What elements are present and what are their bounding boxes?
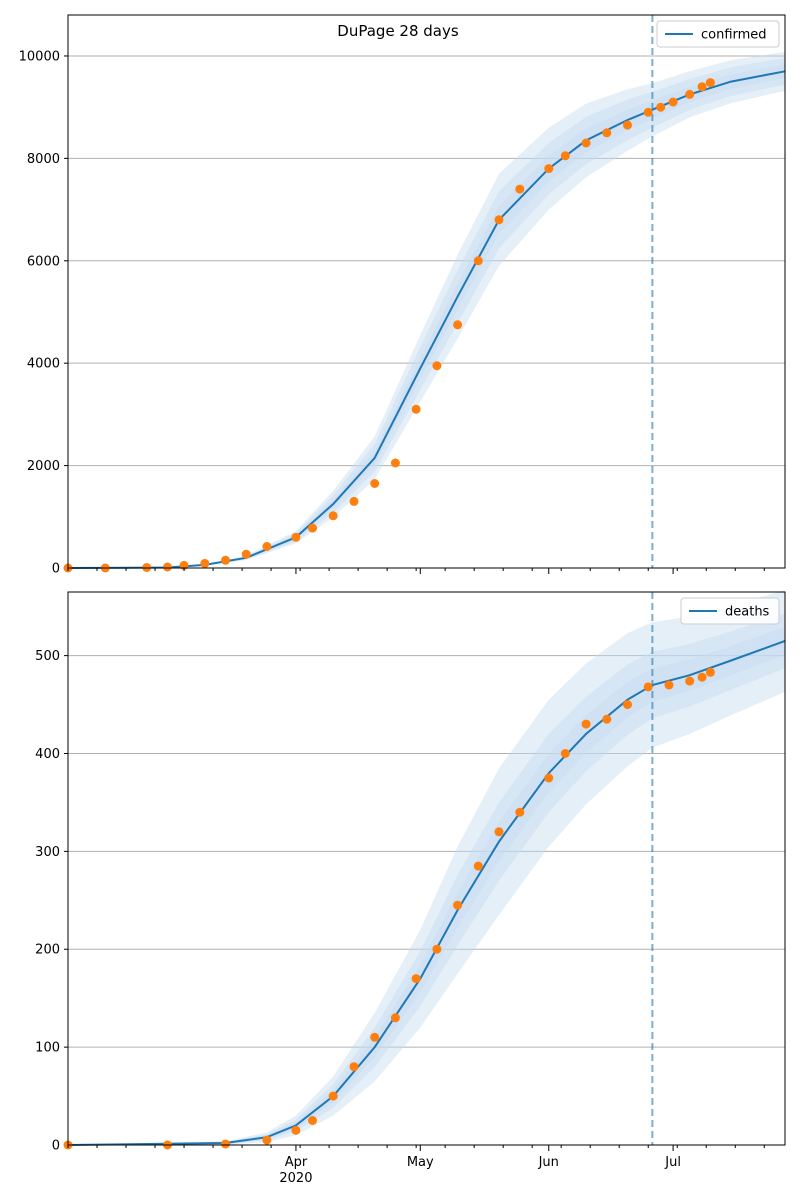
- observed-point: [623, 120, 632, 130]
- y-tick-label: 4000: [27, 357, 60, 372]
- legend-label: confirmed: [701, 28, 767, 43]
- x-tick-label: Apr: [285, 1155, 308, 1170]
- observed-point: [291, 1125, 301, 1135]
- observed-point: [602, 128, 612, 138]
- uncertainty-band: [68, 51, 785, 568]
- observed-point: [308, 1116, 317, 1125]
- observed-point: [453, 320, 463, 330]
- observed-point: [200, 558, 210, 568]
- observed-point: [697, 82, 707, 92]
- uncertainty-band: [68, 627, 785, 1145]
- y-tick-label: 100: [35, 1041, 60, 1056]
- axes-frame: [67, 591, 786, 1146]
- uncertainty-band: [68, 64, 785, 568]
- observed-point: [656, 102, 666, 112]
- observed-point: [697, 672, 707, 682]
- observed-point: [390, 458, 400, 468]
- y-tick-label: 400: [35, 747, 60, 762]
- observed-point: [473, 861, 483, 871]
- legend-label: deaths: [725, 605, 770, 620]
- observed-point: [349, 496, 359, 506]
- observed-point: [349, 1062, 359, 1072]
- y-tick-label: 6000: [27, 254, 60, 269]
- x-tick-label: Jun: [538, 1155, 559, 1170]
- observed-point: [643, 107, 653, 117]
- observed-point: [494, 827, 504, 837]
- observed-point: [668, 97, 678, 107]
- observed-point: [581, 719, 591, 729]
- observed-point: [411, 404, 421, 414]
- observed-point: [705, 667, 715, 677]
- figure-title: DuPage 28 days: [337, 22, 459, 40]
- observed-point: [515, 184, 525, 194]
- observed-point: [643, 682, 653, 692]
- observed-point: [432, 944, 442, 954]
- y-tick-label: 8000: [27, 152, 60, 167]
- x-tick-label: Jul: [664, 1155, 681, 1170]
- observed-point: [291, 532, 301, 542]
- model-line: [67, 639, 786, 1146]
- x-year-label: 2020: [279, 1171, 312, 1186]
- observed-point: [221, 1139, 230, 1149]
- observed-point: [664, 680, 674, 690]
- observed-point: [581, 138, 591, 148]
- observed-point: [163, 562, 172, 572]
- observed-point: [560, 151, 570, 161]
- observed-point: [411, 974, 421, 984]
- y-tick-label: 500: [35, 649, 60, 664]
- observed-point: [221, 555, 230, 565]
- observed-point: [241, 549, 251, 559]
- observed-point: [494, 215, 504, 225]
- y-tick-label: 300: [35, 845, 60, 860]
- legend-box: [680, 597, 780, 625]
- observed-point: [308, 523, 317, 533]
- legend-box: [656, 20, 780, 48]
- observed-point: [262, 1135, 272, 1145]
- observed-point: [544, 773, 554, 783]
- model-line: [67, 70, 786, 569]
- observed-point: [370, 1032, 380, 1042]
- y-tick-label: 0: [52, 562, 60, 577]
- observed-point: [328, 1091, 338, 1101]
- axes-frame: [67, 14, 786, 569]
- observed-point: [432, 361, 442, 371]
- y-tick-label: 0: [52, 1139, 60, 1154]
- observed-point: [453, 900, 463, 910]
- observed-point: [544, 164, 554, 174]
- y-tick-label: 10000: [19, 49, 60, 64]
- uncertainty-band: [68, 590, 785, 1145]
- observed-point: [390, 1013, 400, 1023]
- observed-point: [623, 700, 632, 710]
- observed-point: [685, 89, 695, 99]
- y-tick-label: 2000: [27, 459, 60, 474]
- panel-confirmed: 0 2000 4000 6000 8000 10000 confirmed: [19, 14, 786, 577]
- uncertainty-band: [68, 58, 785, 568]
- observed-point: [515, 807, 525, 817]
- observed-point: [705, 78, 715, 88]
- y-tick-label: 200: [35, 943, 60, 958]
- observed-point: [370, 479, 380, 488]
- observed-point: [560, 749, 570, 758]
- observed-point: [685, 676, 695, 686]
- x-tick-label: May: [407, 1155, 434, 1170]
- observed-point: [262, 542, 272, 551]
- uncertainty-band: [68, 613, 785, 1145]
- observed-point: [328, 511, 338, 521]
- observed-point: [602, 714, 612, 724]
- observed-point: [473, 256, 483, 266]
